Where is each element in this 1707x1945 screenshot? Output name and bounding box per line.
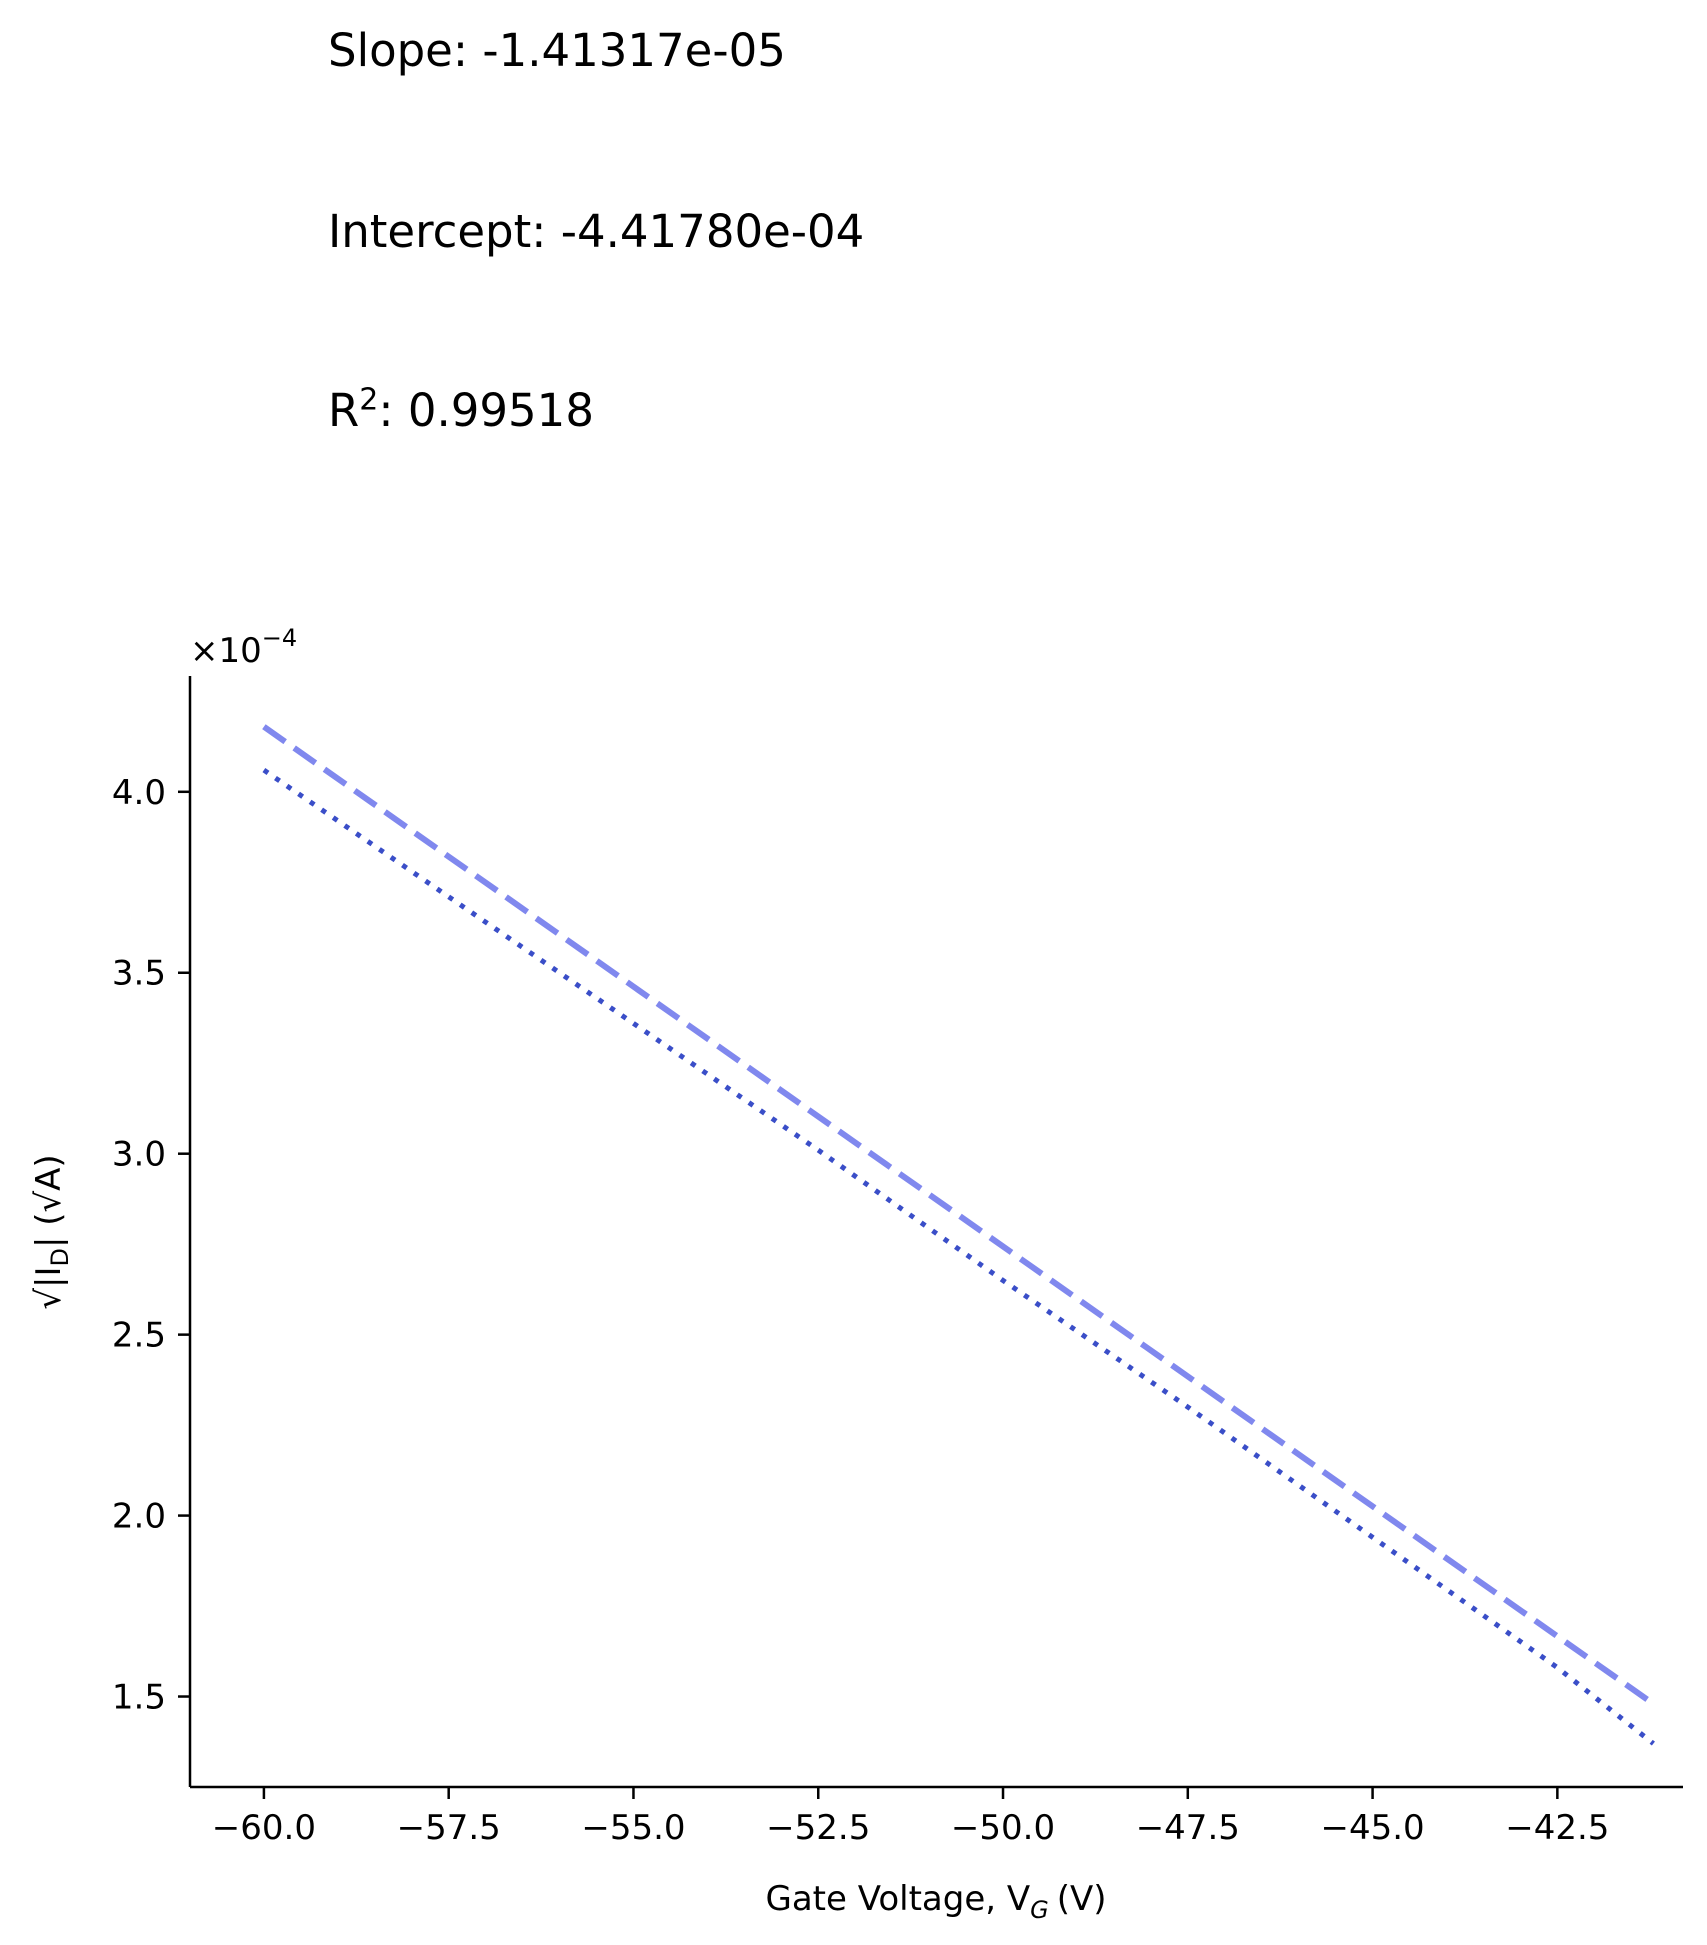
x-tick-label: −60.0 — [212, 1808, 316, 1848]
r-squared-exponent: 2 — [359, 382, 379, 418]
slope-label: Slope: — [328, 24, 469, 77]
y-ticks: 1.5 2.0 2.5 3.0 3.5 4.0 — [112, 773, 190, 1718]
intercept-text: Intercept: -4.41780e-04 — [328, 209, 864, 254]
x-tick-label: −50.0 — [951, 1808, 1055, 1848]
x-tick-label: −45.0 — [1320, 1808, 1424, 1848]
r-squared-label: R — [328, 384, 360, 437]
fit-line-dashed — [262, 724, 1656, 1707]
intercept-value: -4.41780e-04 — [560, 205, 865, 258]
y-tick-label: 3.0 — [112, 1135, 166, 1175]
y-tick-label: 1.5 — [112, 1678, 166, 1718]
x-axis-label: Gate Voltage, VG (V) — [765, 1879, 1106, 1924]
r-squared-value: 0.99518 — [407, 384, 594, 437]
y-offset-text: ×10−4 — [190, 624, 297, 671]
slope-value: -1.41317e-05 — [482, 24, 786, 77]
slope-text: Slope: -1.41317e-05 — [328, 28, 786, 73]
y-tick-label: 3.5 — [112, 954, 166, 994]
x-tick-label: −55.0 — [581, 1808, 685, 1848]
intercept-label: Intercept: — [328, 205, 547, 258]
y-axis-label: √|ID| (√A) — [29, 1154, 74, 1309]
x-tick-label: −52.5 — [766, 1808, 870, 1848]
y-tick-label: 4.0 — [112, 773, 166, 813]
y-tick-label: 2.5 — [112, 1316, 166, 1356]
y-tick-label: 2.0 — [112, 1497, 166, 1537]
x-tick-label: −42.5 — [1505, 1808, 1609, 1848]
measured-line-dotted — [262, 768, 1655, 1746]
x-tick-label: −47.5 — [1136, 1808, 1240, 1848]
x-tick-label: −57.5 — [397, 1808, 501, 1848]
r-squared-text: R2: 0.99518 — [328, 382, 594, 437]
series-layer — [262, 724, 1656, 1746]
x-ticks: −60.0 −57.5 −55.0 −52.5 −50.0 −47.5 −45.0 −42.5 — [212, 1787, 1609, 1848]
